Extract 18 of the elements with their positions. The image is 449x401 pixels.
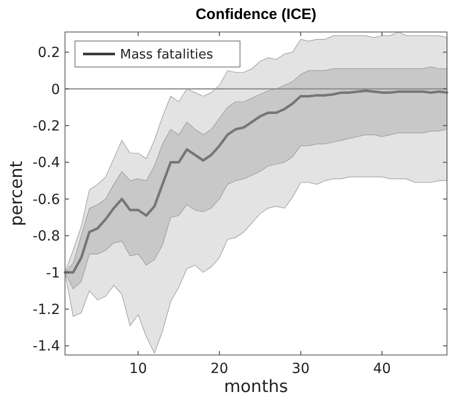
text: Mass fatalities — [120, 48, 214, 63]
x-tick-label: 40 — [373, 361, 391, 377]
y-tick-label: -0.4 — [32, 155, 60, 172]
y-tick-label: -1.4 — [32, 338, 60, 355]
line-series — [64, 89, 448, 274]
y-tick-label: -0.6 — [32, 192, 60, 208]
x-axis-title: months — [224, 377, 288, 397]
y-axis-title: percent — [7, 160, 27, 226]
y-tick-label: 0.2 — [38, 45, 60, 62]
y-tick-label: -1 — [46, 265, 60, 282]
y-tick-label: -1.2 — [32, 302, 60, 318]
y-tick-label: -0.2 — [32, 118, 60, 134]
y-tick-label: 0 — [51, 82, 60, 98]
y-tick-label: -0.8 — [32, 228, 60, 245]
x-tick-label: 20 — [210, 361, 228, 377]
chart-title: Confidence (ICE) — [196, 6, 316, 23]
x-tick-label: 30 — [292, 361, 310, 377]
x-tick-label: 10 — [129, 361, 148, 377]
